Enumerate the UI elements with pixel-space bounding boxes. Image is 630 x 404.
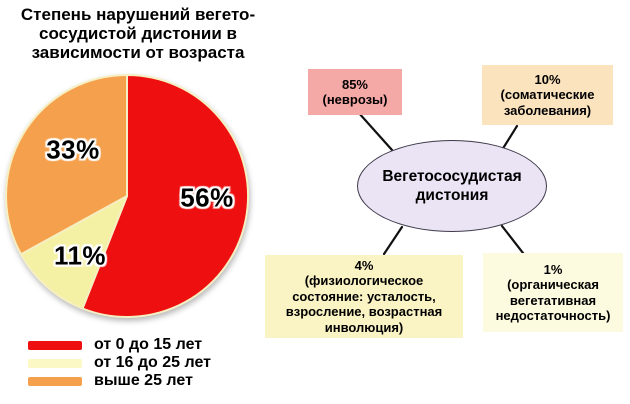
central-ellipse-vsd: Вегетососудистая дистония bbox=[357, 140, 547, 232]
pie-slice-0 bbox=[81, 74, 250, 318]
connector-physiological bbox=[382, 225, 404, 256]
connector-somatic bbox=[500, 124, 519, 152]
pie-chart bbox=[5, 74, 250, 318]
node-physiological-state: 4% (физиологическое состояние: усталость… bbox=[265, 255, 463, 338]
pie-legend: от 0 до 15 лет от 16 до 25 лет выше 25 л… bbox=[28, 336, 211, 390]
node-neuroses: 85% (неврозы) bbox=[308, 69, 402, 115]
node-organic-insufficiency: 1% (органическая вегетативная недостаточ… bbox=[483, 253, 623, 332]
legend-label: от 16 до 25 лет bbox=[94, 354, 211, 371]
pie-label-0-15: 56% bbox=[180, 182, 234, 213]
legend-label: выше 25 лет bbox=[94, 372, 193, 389]
pie-slice-1 bbox=[20, 195, 128, 310]
pie-label-16-25: 11% bbox=[53, 240, 107, 271]
pie-slice-2 bbox=[5, 74, 128, 256]
legend-item-0-15: от 0 до 15 лет bbox=[28, 336, 211, 354]
connector-neuroses bbox=[356, 110, 394, 152]
legend-item-16-25: от 16 до 25 лет bbox=[28, 354, 211, 372]
pie-label-over-25: 33% bbox=[46, 134, 100, 165]
legend-item-over-25: выше 25 лет bbox=[28, 372, 211, 390]
legend-label: от 0 до 15 лет bbox=[94, 336, 203, 353]
legend-swatch-red bbox=[28, 340, 82, 350]
node-somatic-diseases: 10% (соматические заболевания) bbox=[482, 65, 613, 125]
legend-swatch-yellow bbox=[28, 358, 82, 368]
pie-chart-title: Степень нарушений вегето- сосудистой дис… bbox=[20, 5, 256, 62]
legend-swatch-orange bbox=[28, 376, 82, 386]
